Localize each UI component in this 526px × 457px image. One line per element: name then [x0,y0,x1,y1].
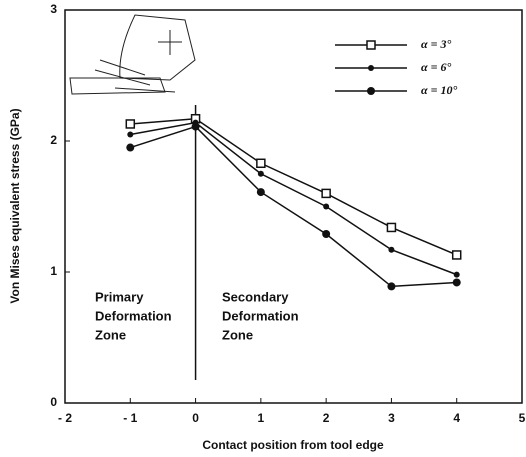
y-axis-label: Von Mises equivalent stress (GPa) [8,108,22,303]
legend-marker [368,65,374,71]
marker [127,131,134,138]
x-tick-label: 2 [323,411,330,425]
zone-annotation: Zone [222,327,253,342]
marker [452,278,461,287]
zone-annotation: Deformation [222,308,299,323]
x-tick-label: 3 [388,411,395,425]
x-tick-label: 0 [192,411,199,425]
series-line [130,125,457,288]
plot-frame [64,9,523,404]
y-tick-label: 3 [50,2,57,16]
series-line [130,117,458,256]
x-tick-label: 4 [453,411,460,425]
legend-marker [366,40,376,50]
y-tick-label: 2 [50,133,57,147]
marker [256,188,265,197]
marker [388,246,395,253]
zone-annotation: Deformation [95,308,172,323]
zone-annotation: Primary [95,289,144,304]
marker [387,282,396,291]
x-tick-label: - 2 [58,411,72,425]
x-axis-label: Contact position from tool edge [202,438,384,452]
marker [386,222,397,233]
marker [322,230,331,239]
legend-label: α = 3° [421,37,451,51]
marker [453,271,460,278]
marker [256,158,266,169]
zone-annotation: Zone [95,327,126,342]
series-line [130,121,457,276]
y-tick-label: 1 [50,264,57,278]
zone-annotation: Secondary [222,289,289,304]
marker [125,119,136,129]
legend-marker [367,87,375,95]
marker [126,143,135,152]
marker [321,188,331,199]
y-tick-label: 0 [50,395,57,409]
inset-diagram [69,14,196,95]
legend-label: α = 6° [421,60,451,74]
marker [191,122,200,131]
x-tick-label: 1 [258,411,265,425]
x-tick-label: 5 [519,411,526,425]
legend-label: α = 10° [421,83,457,97]
marker [451,250,462,260]
marker [323,203,330,210]
x-tick-label: - 1 [123,411,137,425]
marker [257,170,264,177]
